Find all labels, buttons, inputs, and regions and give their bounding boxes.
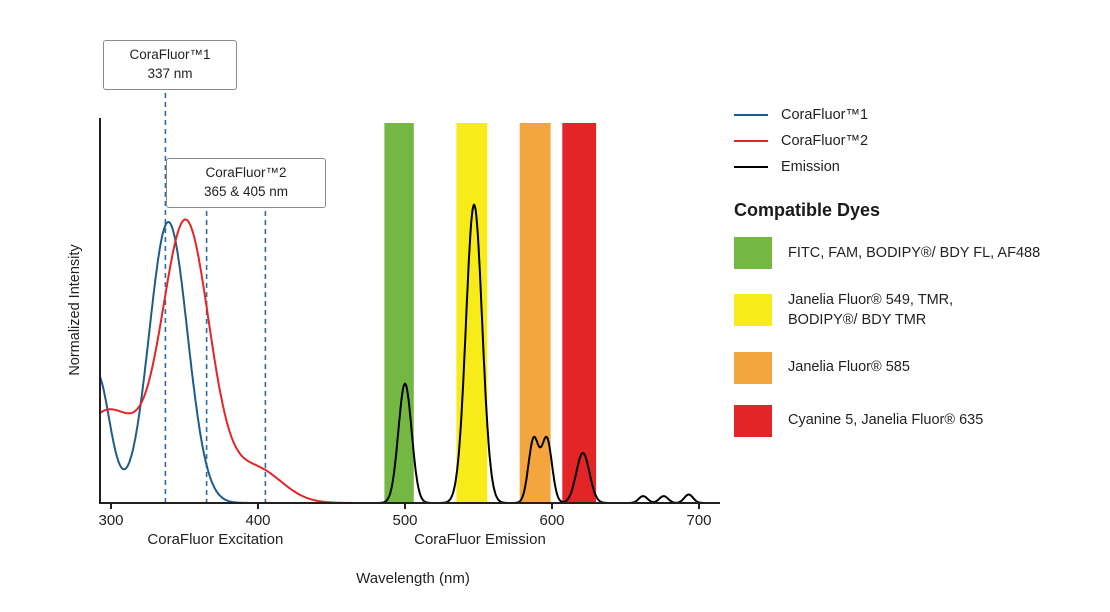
y-axis-label: Normalized Intensity — [67, 244, 83, 376]
compatible-dyes-heading: Compatible Dyes — [734, 200, 881, 220]
side-panel: CoraFluor™1 CoraFluor™2 Emission Compati… — [734, 102, 1106, 458]
svg-text:400: 400 — [245, 512, 270, 529]
svg-text:700: 700 — [686, 512, 711, 529]
svg-text:CoraFluor Emission: CoraFluor Emission — [414, 531, 546, 548]
legend-line-corafluor1 — [734, 113, 768, 117]
legend-item-emission: Emission — [734, 154, 1106, 180]
dye-label: Cyanine 5, Janelia Fluor® 635 — [788, 412, 984, 429]
svg-text:600: 600 — [539, 512, 564, 529]
legend-item-corafluor1: CoraFluor™1 — [734, 102, 1106, 128]
annotation-title: CoraFluor™2 — [205, 165, 287, 180]
svg-text:300: 300 — [98, 512, 123, 529]
dye-row-orange: Janelia Fluor® 585 — [734, 351, 1106, 384]
annotation-box-corafluor1: CoraFluor™1 337 nm — [103, 40, 237, 90]
dye-label: FITC, FAM, BODIPY®/ BDY FL, AF488 — [788, 244, 1041, 261]
annotation-title: CoraFluor™1 — [129, 47, 211, 62]
dye-row-yellow: Janelia Fluor® 549, TMR, BODIPY®/ BDY TM… — [734, 290, 1106, 331]
legend-label: CoraFluor™2 — [781, 133, 869, 149]
orange-swatch — [734, 351, 772, 384]
annotation-wavelength: 365 & 405 nm — [203, 183, 289, 199]
dye-label: Janelia Fluor® 585 — [788, 359, 910, 376]
annotation-box-corafluor2: CoraFluor™2 365 & 405 nm — [166, 158, 326, 208]
legend-label: CoraFluor™1 — [781, 107, 869, 123]
yellow-swatch — [734, 294, 772, 327]
svg-text:CoraFluor Excitation: CoraFluor Excitation — [147, 531, 283, 548]
dye-label: Janelia Fluor® 549, TMR, BODIPY®/ BDY TM… — [788, 292, 954, 329]
legend-label: Emission — [781, 159, 840, 175]
legend-line-corafluor2 — [734, 139, 768, 143]
legend-item-corafluor2: CoraFluor™2 — [734, 128, 1106, 154]
green-swatch — [734, 237, 772, 269]
dye-row-red: Cyanine 5, Janelia Fluor® 635 — [734, 404, 1106, 437]
annotation-wavelength: 337 nm — [147, 65, 193, 81]
svg-text:500: 500 — [392, 512, 417, 529]
spectra-chart: 300 400 500 600 700 CoraFluor Excitation CoraF… — [98, 84, 720, 548]
legend-line-emission — [734, 165, 768, 169]
dye-row-green: FITC, FAM, BODIPY®/ BDY FL, AF488 — [734, 237, 1106, 269]
red-swatch — [734, 404, 772, 437]
x-axis-label: Wavelength (nm) — [356, 570, 470, 587]
